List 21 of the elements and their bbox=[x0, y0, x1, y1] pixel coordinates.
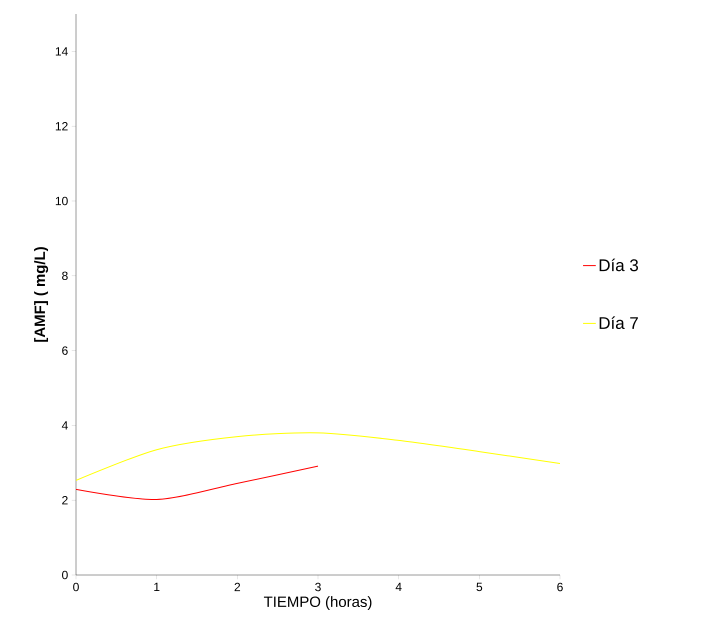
x-axis-title: TIEMPO (horas) bbox=[264, 596, 372, 610]
line-series bbox=[76, 432, 560, 481]
x-tick-label: 0 bbox=[73, 582, 79, 592]
legend-label: Día 7 bbox=[600, 316, 638, 330]
x-tick-label: 2 bbox=[234, 582, 240, 592]
y-tick-label: 8 bbox=[62, 272, 68, 280]
x-tick-label: 6 bbox=[557, 582, 563, 592]
x-tick-label: 4 bbox=[396, 582, 402, 591]
legend-label: Día 3 bbox=[600, 258, 638, 272]
x-tick-label: 1 bbox=[154, 582, 160, 591]
y-tick-label: 4 bbox=[62, 421, 68, 430]
y-tick-label: 0 bbox=[62, 570, 68, 580]
x-tick-label: 5 bbox=[476, 582, 482, 592]
y-tick-label: 12 bbox=[56, 122, 68, 130]
x-tick-label: 3 bbox=[315, 582, 321, 592]
y-tick-label: 6 bbox=[62, 346, 68, 355]
y-tick-label: 10 bbox=[56, 196, 68, 206]
y-tick-label: 2 bbox=[62, 496, 68, 504]
y-axis-title: [AMF] ( mg/L) bbox=[34, 247, 48, 342]
y-tick-label: 14 bbox=[56, 47, 68, 56]
line-series bbox=[76, 466, 318, 500]
